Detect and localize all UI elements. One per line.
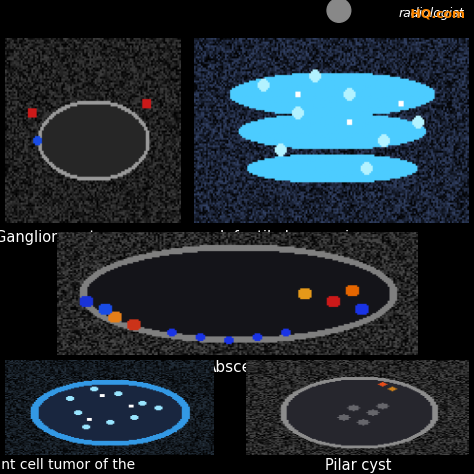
Text: Abscess: Abscess [206,360,268,375]
Text: Giant cell tumor of the
tendon sheath: Giant cell tumor of the tendon sheath [0,458,136,474]
Text: Ganglion cyst: Ganglion cyst [0,230,95,245]
Circle shape [327,0,351,22]
Text: Pilar cyst: Pilar cyst [325,458,391,474]
Text: Infantile hemangioma: Infantile hemangioma [220,230,382,245]
Text: radiologist: radiologist [399,7,465,20]
Text: HQ.com: HQ.com [371,7,465,20]
